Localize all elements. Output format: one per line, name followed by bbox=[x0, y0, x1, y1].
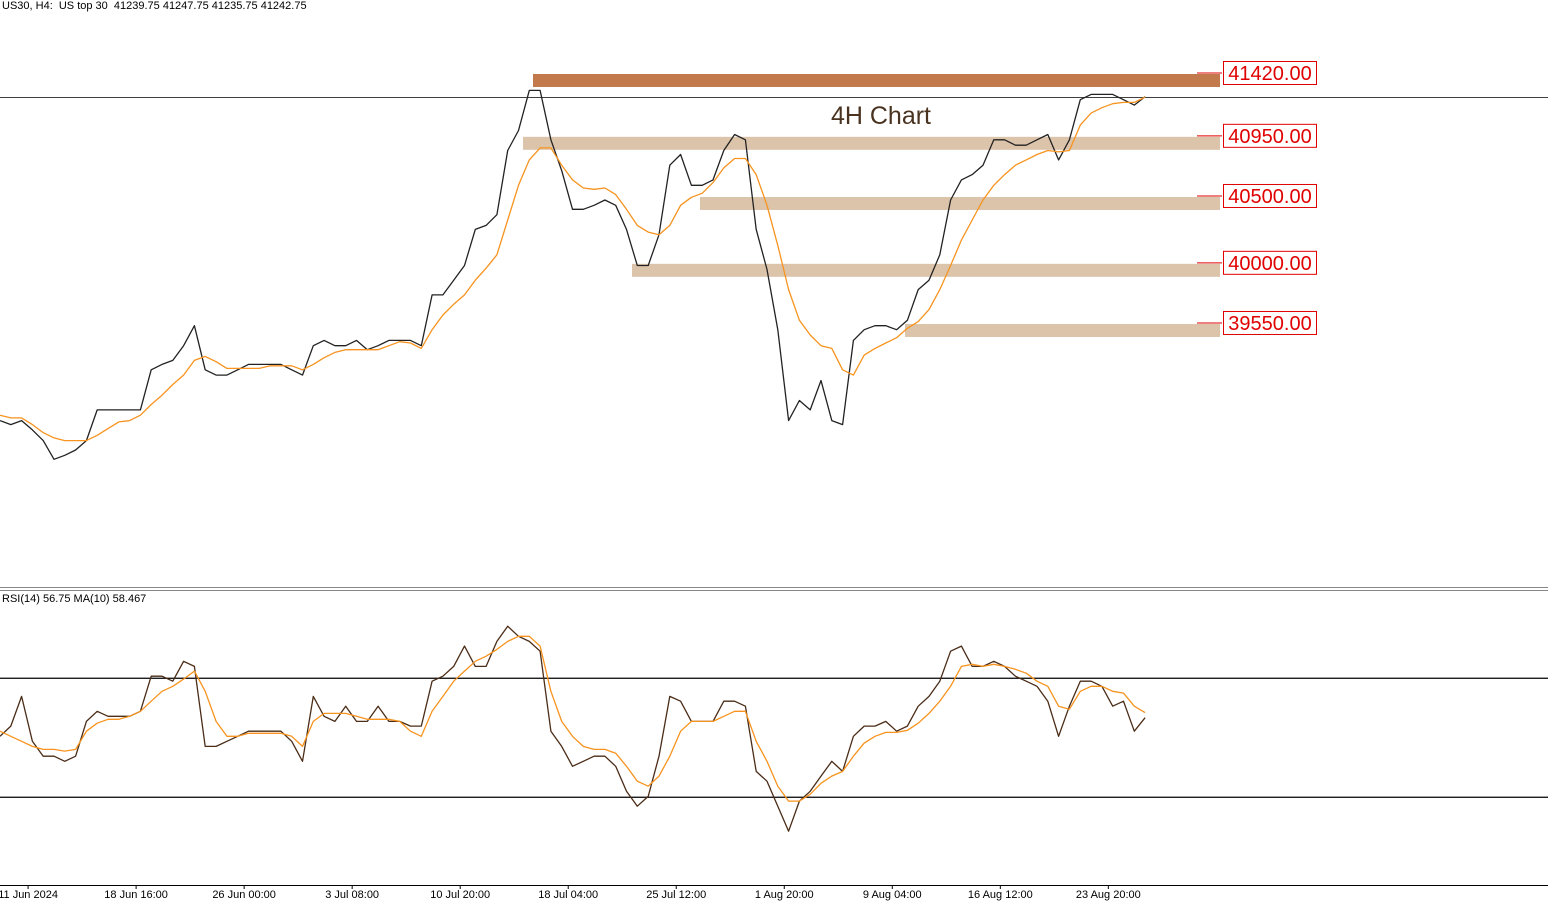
series-line bbox=[0, 625, 1146, 832]
level-zone bbox=[905, 323, 1220, 337]
level-label-box bbox=[1223, 310, 1317, 335]
series-line bbox=[0, 89, 1146, 460]
x-tick-label: 10 Jul 20:00 bbox=[430, 889, 490, 901]
x-tick-label: 11 Jun 2024 bbox=[0, 889, 58, 901]
x-tick-label: 18 Jun 16:00 bbox=[104, 889, 168, 901]
level-zone bbox=[533, 73, 1220, 87]
series-line bbox=[0, 635, 1146, 802]
level-zone bbox=[700, 196, 1220, 210]
x-tick-label: 16 Aug 12:00 bbox=[968, 889, 1033, 901]
x-tick-label: 23 Aug 20:00 bbox=[1076, 889, 1141, 901]
level-label-box bbox=[1223, 60, 1317, 85]
level-label: 40950.00 bbox=[1228, 126, 1311, 148]
level-label-box bbox=[1223, 123, 1317, 148]
level-zone bbox=[632, 263, 1220, 277]
x-tick-label: 26 Jun 00:00 bbox=[212, 889, 276, 901]
level-label: 41420.00 bbox=[1228, 63, 1311, 85]
level-label: 40000.00 bbox=[1228, 253, 1311, 275]
x-tick-label: 9 Aug 04:00 bbox=[863, 889, 922, 901]
x-tick-label: 18 Jul 04:00 bbox=[538, 889, 598, 901]
series-line bbox=[0, 96, 1146, 442]
rsi-header: RSI(14) 56.75 MA(10) 58.467 bbox=[2, 593, 146, 605]
level-label: 39550.00 bbox=[1228, 313, 1311, 335]
level-zone bbox=[523, 136, 1220, 150]
chart-header: US30, H4: US top 30 41239.75 41247.75 41… bbox=[2, 0, 307, 12]
x-tick-label: 25 Jul 12:00 bbox=[646, 889, 706, 901]
x-tick-label: 3 Jul 08:00 bbox=[325, 889, 379, 901]
annotation: 4H Chart bbox=[831, 102, 931, 130]
x-tick-label: 1 Aug 20:00 bbox=[755, 889, 814, 901]
level-label-box bbox=[1223, 250, 1317, 275]
level-label-box bbox=[1223, 183, 1317, 208]
level-label: 40500.00 bbox=[1228, 186, 1311, 208]
